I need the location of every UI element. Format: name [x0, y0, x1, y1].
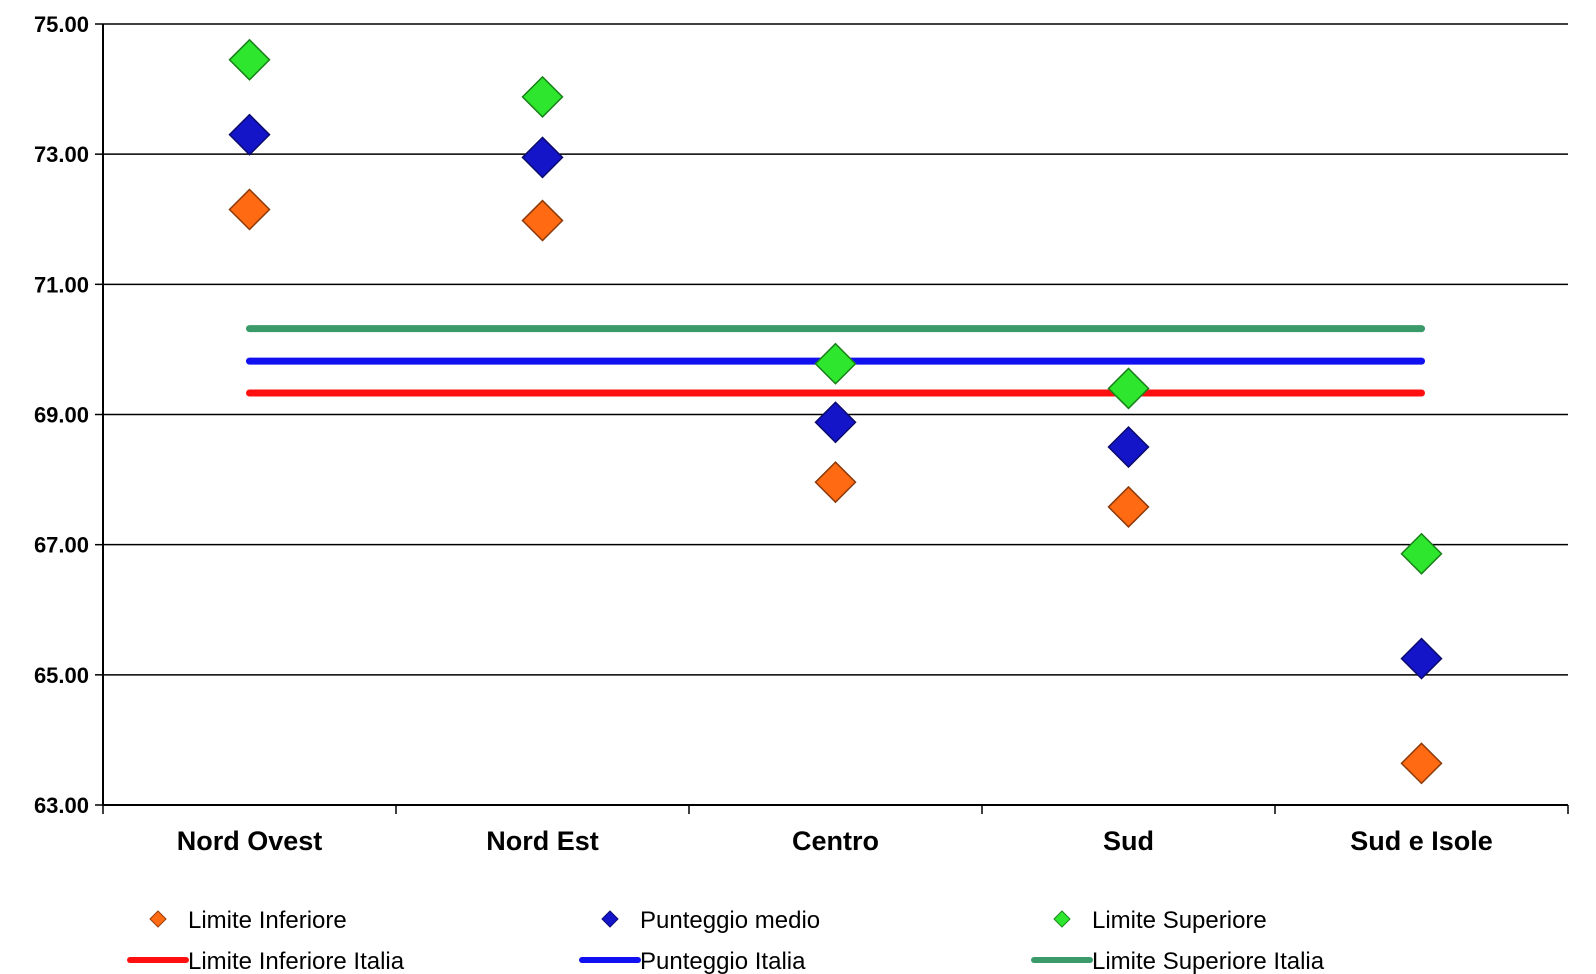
data-point-marker [521, 75, 564, 118]
y-tick-label: 63.00 [34, 793, 89, 818]
data-point-marker [814, 342, 857, 385]
x-category-label: Sud e Isole [1350, 826, 1493, 856]
data-point-marker [1107, 485, 1150, 528]
legend-marker [601, 910, 619, 928]
data-point-marker [521, 136, 564, 179]
data-point-marker [1400, 637, 1443, 680]
legend-marker [1053, 910, 1071, 928]
x-category-label: Sud [1103, 826, 1154, 856]
data-markers [228, 38, 1443, 785]
legend-label: Punteggio medio [640, 907, 820, 934]
data-point-marker [521, 199, 564, 242]
data-point-marker [814, 401, 857, 444]
legend-label: Limite Inferiore [188, 907, 347, 934]
data-point-marker [1107, 425, 1150, 469]
legend-label: Limite Superiore [1092, 907, 1267, 934]
data-point-marker [228, 113, 271, 156]
data-point-marker [814, 461, 857, 504]
axes [95, 23, 1569, 814]
data-point-marker [228, 188, 271, 231]
x-category-label: Centro [792, 826, 879, 856]
y-tick-labels: 63.00 65.00 67.00 69.00 71.00 73.00 75.00 [34, 12, 89, 818]
legend-marker [149, 910, 167, 928]
data-point-marker [1107, 367, 1150, 410]
y-tick-label: 65.00 [34, 663, 89, 688]
x-category-labels: Nord Ovest Nord Est Centro Sud Sud e Isole [177, 826, 1493, 856]
legend-label: Limite Superiore Italia [1092, 948, 1325, 974]
y-tick-label: 69.00 [34, 403, 89, 428]
y-tick-label: 73.00 [34, 142, 89, 167]
legend-label: Punteggio Italia [640, 948, 806, 974]
y-tick-label: 71.00 [34, 272, 89, 297]
data-point-marker [228, 38, 271, 81]
data-point-marker [1400, 742, 1443, 785]
y-tick-label: 75.00 [34, 12, 89, 37]
data-point-marker [1400, 532, 1443, 575]
y-tick-label: 67.00 [34, 533, 89, 558]
legend-label: Limite Inferiore Italia [188, 948, 405, 974]
x-category-label: Nord Est [486, 826, 599, 856]
legend: Limite Inferiore Punteggio medio Limite Su… [127, 907, 1325, 974]
x-category-label: Nord Ovest [177, 826, 323, 856]
